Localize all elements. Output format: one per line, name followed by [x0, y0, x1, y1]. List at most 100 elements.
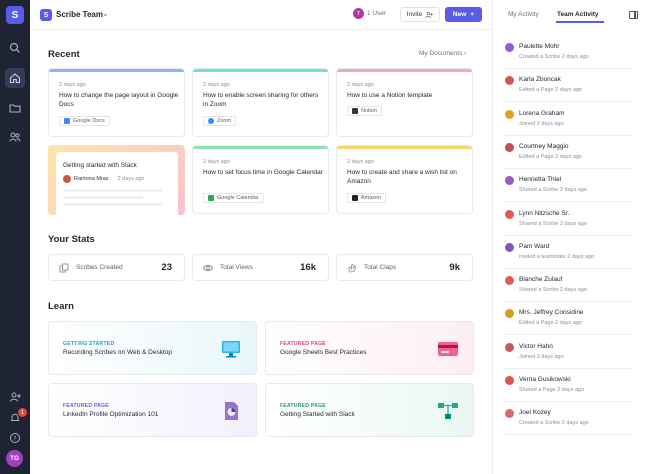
learn-title: Recording Scribes on Web & Desktop — [63, 349, 172, 356]
activity-item[interactable]: Mrs. Jeffrey Considine Edited a Page 2 da… — [503, 302, 633, 336]
recent-card[interactable]: 2 days ago How to enable screen sharing … — [192, 68, 329, 137]
activity-avatar — [505, 176, 514, 186]
recent-card[interactable]: 2 days ago How to use a Notion template … — [336, 68, 473, 137]
author-name: Ramona Mraz — [74, 176, 109, 182]
copy-icon — [59, 263, 69, 273]
card-accent-bar — [193, 146, 328, 149]
activity-user-name: Joel Kozey — [519, 409, 551, 417]
google-calendar-icon — [208, 195, 214, 201]
card-accent-bar — [337, 146, 472, 149]
tab-team-activity[interactable]: Team Activity — [557, 11, 599, 18]
card-title: How to create and share a wish list on A… — [347, 169, 457, 185]
recent-card[interactable]: 2 days ago How to change the page layout… — [48, 68, 185, 137]
activity-item[interactable]: Verna Gusikowski Shared a Page 2 days ago — [503, 369, 633, 402]
bell-icon[interactable] — [5, 408, 25, 428]
card-date: 2 days ago — [347, 159, 374, 165]
stat-value: 23 — [161, 262, 172, 273]
activity-detail: Edited a Page 2 days ago — [519, 87, 582, 94]
placeholder-line — [63, 189, 163, 192]
activity-detail: Joined 2 days ago — [519, 353, 564, 360]
activity-avatar — [505, 376, 514, 385]
document-chart-icon — [225, 402, 238, 420]
card-title: Getting started with Slack — [63, 162, 137, 169]
card-title: How to set focus time in Google Calendar — [203, 169, 323, 176]
workflow-icon — [438, 403, 458, 419]
activity-item[interactable]: Lorena Graham Joined 2 days ago — [503, 103, 633, 136]
activity-user-name: Courtney Maggio — [519, 142, 569, 150]
help-icon[interactable]: ? — [5, 428, 25, 448]
activity-user-name: Blanche Zulauf — [519, 276, 563, 284]
learn-card[interactable]: GETTING STARTED Recording Scribes on Web… — [48, 321, 257, 375]
activity-item[interactable]: Paulette Mohr Created a Scribe 2 days ago — [503, 36, 633, 69]
activity-user-name: Mrs. Jeffrey Considine — [519, 309, 584, 317]
card-date: 2 days ago — [347, 82, 374, 88]
collapse-panel-icon[interactable] — [629, 11, 638, 19]
placeholder-line — [63, 196, 143, 199]
activity-detail: Created a Scribe 2 days ago — [519, 420, 589, 427]
tab-my-activity[interactable]: My Activity — [508, 11, 539, 18]
app-tag: Notion — [347, 106, 382, 116]
activity-avatar — [505, 109, 514, 119]
stats-title: Your Stats — [48, 234, 95, 245]
activity-user-name: Pam Ward — [519, 242, 550, 250]
activity-item[interactable]: Pam Ward Invited a teammate 2 days ago — [503, 236, 633, 269]
featured-recent-card[interactable]: Getting started with Slack Ramona Mraz 2… — [48, 145, 185, 215]
learn-card[interactable]: FEATURED PAGE Getting Started with Slack — [265, 383, 474, 437]
add-user-icon[interactable] — [5, 387, 25, 407]
activity-avatar — [505, 309, 514, 319]
learn-kicker: FEATURED PAGE — [280, 403, 326, 409]
activity-avatar — [505, 142, 514, 152]
stat-label: Total Claps — [364, 264, 397, 271]
home-icon[interactable] — [5, 68, 25, 88]
notification-badge: 1 — [18, 408, 27, 417]
activity-user-name: Paulette Mohr — [519, 43, 560, 50]
notion-icon — [352, 108, 358, 114]
activity-avatar — [505, 242, 514, 252]
team-switcher[interactable]: Scribe Team — [56, 10, 103, 19]
new-button[interactable]: New + — [445, 7, 482, 22]
main-content: Recent My Documents › 2 days ago How to … — [30, 30, 492, 474]
activity-item[interactable]: Blanche Zulauf Shared a Scribe 2 days ago — [503, 269, 633, 303]
card-author: Ramona Mraz 2 days ago — [63, 175, 144, 183]
activity-item[interactable]: Victor Hahn Joined 2 days ago — [503, 336, 633, 369]
learn-card[interactable]: FEATURED PAGE LinkedIn Profile Optimizat… — [48, 383, 257, 437]
scribe-logo[interactable]: S — [6, 6, 24, 24]
activity-tabs: My Activity Team Activity — [493, 0, 648, 30]
activity-avatar — [505, 76, 514, 86]
stat-value: 16k — [300, 262, 316, 273]
activity-avatar — [505, 409, 514, 419]
slack-card-preview: Getting started with Slack Ramona Mraz 2… — [56, 152, 178, 215]
learn-title: Learn — [48, 301, 74, 312]
author-avatar — [63, 175, 71, 183]
stat-value: 9k — [449, 262, 460, 273]
user-avatar[interactable]: TG — [6, 450, 23, 467]
folder-icon[interactable] — [5, 98, 25, 118]
team-icon[interactable] — [5, 127, 25, 147]
card-title: How to enable screen sharing for others … — [203, 92, 319, 108]
activity-panel: My Activity Team Activity Paulette Mohr C… — [492, 0, 648, 474]
search-icon[interactable] — [5, 38, 25, 58]
activity-item[interactable]: Lynn Nitzsche Sr. Shared a Scribe 2 days … — [503, 203, 633, 236]
activity-user-name: Henrietta Thiel — [519, 176, 562, 184]
activity-user-name: Karla Zboncak — [519, 76, 561, 84]
learn-title: Getting Started with Slack — [280, 411, 355, 418]
amazon-icon — [352, 195, 358, 201]
activity-item[interactable]: Joel Kozey Created a Scribe 2 days ago — [503, 402, 633, 436]
monitor-icon — [222, 341, 240, 358]
activity-detail: Shared a Page 2 days ago — [519, 387, 585, 393]
recent-card[interactable]: 2 days ago How to create and share a wis… — [336, 145, 473, 214]
app-tag: Google Calendar — [203, 193, 264, 203]
my-documents-link[interactable]: My Documents › — [419, 50, 467, 57]
activity-item[interactable]: Karla Zboncak Edited a Page 2 days ago — [503, 69, 633, 103]
invite-button[interactable]: Invite — [400, 7, 440, 22]
clap-icon — [348, 263, 357, 273]
chevron-down-icon[interactable]: ⌄ — [102, 9, 109, 18]
activity-detail: Shared a Scribe 2 days ago — [519, 220, 587, 227]
learn-card[interactable]: FEATURED PAGE Google Sheets Best Practic… — [265, 321, 474, 375]
recent-card[interactable]: 2 days ago How to set focus time in Goog… — [192, 145, 329, 214]
activity-item[interactable]: Henrietta Thiel Shared a Scribe 2 days ag… — [503, 169, 633, 203]
activity-item[interactable]: Courtney Maggio Edited a Page 2 days ago — [503, 136, 633, 169]
card-title: How to use a Notion template — [347, 92, 433, 99]
user-count[interactable]: T 1 User — [353, 8, 386, 19]
active-tab-indicator — [556, 21, 604, 23]
